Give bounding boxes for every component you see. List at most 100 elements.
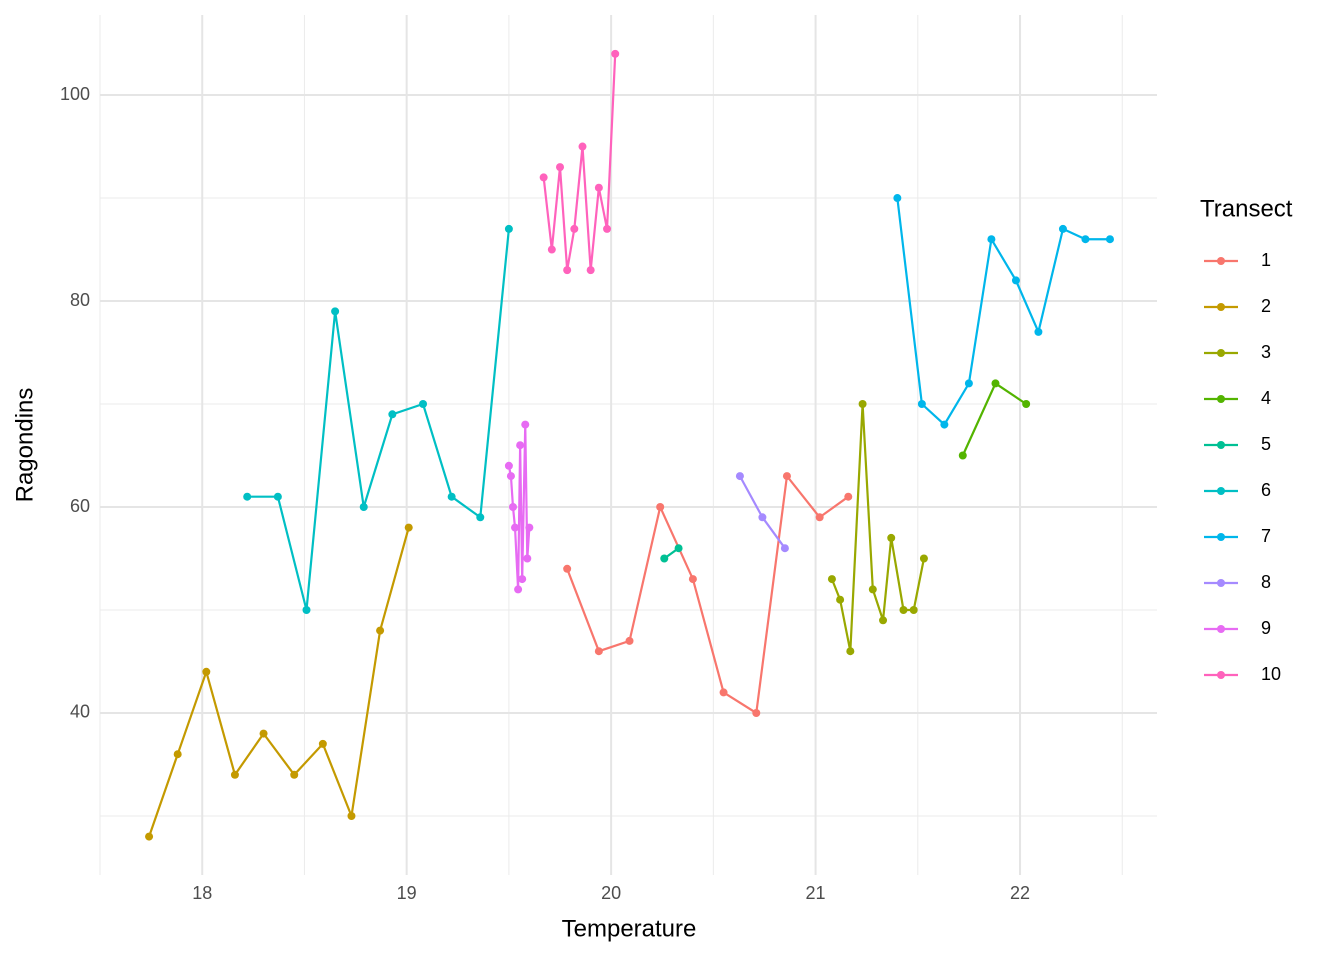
x-axis-title: Temperature	[562, 915, 697, 942]
point	[388, 410, 397, 419]
point	[879, 616, 888, 625]
point	[521, 420, 530, 429]
point	[145, 832, 154, 841]
point	[525, 523, 534, 532]
legend-swatch	[1217, 625, 1225, 633]
point	[516, 441, 525, 450]
series-line	[247, 228, 510, 611]
point	[836, 595, 845, 604]
point	[991, 379, 1000, 388]
legend-swatch	[1217, 257, 1225, 265]
point	[917, 400, 926, 409]
point	[506, 472, 515, 481]
point	[376, 626, 385, 635]
series-line	[507, 424, 531, 590]
point	[899, 605, 908, 614]
point	[688, 575, 697, 584]
x-tick-label: 18	[192, 883, 212, 903]
point	[674, 544, 683, 553]
point	[1034, 327, 1043, 336]
point	[273, 492, 282, 501]
legend-label: 7	[1261, 526, 1271, 546]
series-line	[566, 473, 849, 715]
point	[868, 585, 877, 594]
point	[909, 605, 918, 614]
series-line	[542, 53, 617, 271]
x-tick-label: 21	[806, 883, 826, 903]
legend-label: 4	[1261, 388, 1271, 408]
point	[846, 647, 855, 656]
point	[243, 492, 252, 501]
point	[844, 492, 853, 501]
legend-title: Transect	[1200, 195, 1293, 222]
y-tick-label: 60	[70, 496, 90, 516]
legend-swatch	[1217, 671, 1225, 679]
point	[858, 400, 867, 409]
point	[893, 194, 902, 203]
point	[331, 307, 340, 316]
y-tick-label: 40	[70, 702, 90, 722]
point	[611, 49, 620, 58]
point	[782, 472, 791, 481]
series-line	[148, 527, 410, 837]
point	[1105, 235, 1114, 244]
point	[660, 554, 669, 563]
point	[404, 523, 413, 532]
point	[504, 224, 513, 233]
y-axis-title: Ragondins	[11, 388, 38, 503]
point	[347, 811, 356, 820]
point	[202, 667, 211, 676]
point	[563, 266, 572, 275]
series-line	[830, 403, 926, 652]
point	[780, 544, 789, 553]
series-line	[896, 197, 1110, 427]
point	[887, 533, 896, 542]
point	[758, 513, 767, 522]
series-line	[738, 475, 786, 549]
point	[656, 503, 665, 512]
point	[964, 379, 973, 388]
x-tick-label: 19	[397, 883, 417, 903]
legend-label: 10	[1261, 664, 1281, 684]
legend-label: 1	[1261, 250, 1271, 270]
legend-label: 3	[1261, 342, 1271, 362]
point	[603, 224, 612, 233]
point	[594, 647, 603, 656]
point	[419, 400, 428, 409]
point	[359, 503, 368, 512]
legend-swatch	[1217, 579, 1225, 587]
point	[1022, 400, 1031, 409]
legend-label: 5	[1261, 434, 1271, 454]
point	[1058, 224, 1067, 233]
point	[1081, 235, 1090, 244]
point	[476, 513, 485, 522]
point	[563, 564, 572, 573]
point	[556, 163, 565, 172]
legend-swatch	[1217, 395, 1225, 403]
point	[586, 266, 595, 275]
point	[815, 513, 824, 522]
point	[302, 605, 311, 614]
point	[578, 142, 587, 151]
point	[1011, 276, 1020, 285]
point	[259, 729, 268, 738]
y-tick-label: 100	[60, 84, 90, 104]
x-tick-label: 20	[601, 883, 621, 903]
legend-label: 8	[1261, 572, 1271, 592]
y-tick-label: 80	[70, 290, 90, 310]
legend-label: 6	[1261, 480, 1271, 500]
point	[752, 708, 761, 717]
point	[594, 183, 603, 192]
point	[539, 173, 548, 182]
point	[719, 688, 728, 697]
point	[518, 575, 527, 584]
series-line	[961, 381, 1027, 456]
point	[290, 770, 299, 779]
legend-swatch	[1217, 303, 1225, 311]
point	[514, 585, 523, 594]
point	[523, 554, 532, 563]
point	[504, 461, 513, 470]
point	[625, 636, 634, 645]
legend-swatch	[1217, 487, 1225, 495]
